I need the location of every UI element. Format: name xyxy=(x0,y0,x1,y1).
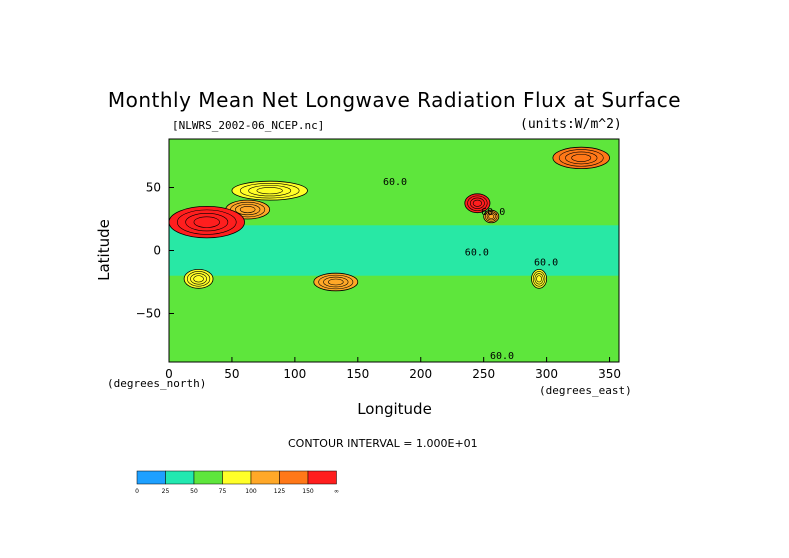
x-tick-label: 50 xyxy=(224,367,239,381)
contour-label: 60.0 xyxy=(481,207,505,218)
contour-ring-central-asia-1 xyxy=(239,182,300,199)
x-axis-label: Longitude xyxy=(0,400,789,418)
contour-ring-western-usa-2 xyxy=(470,197,485,209)
x-tick-label: 150 xyxy=(346,367,369,381)
contour-ring-western-usa-1 xyxy=(467,195,488,211)
colorbar-level-label: 100 xyxy=(245,488,257,495)
y-tick-label: −50 xyxy=(136,306,161,320)
contour-ring-iran-desert-2 xyxy=(235,203,261,216)
contour-ring-australia-2 xyxy=(323,276,349,288)
contour-ring-iran-desert-3 xyxy=(239,206,256,214)
contour-ring-australia-3 xyxy=(327,278,344,286)
contour-ring-greenland-arctic-3 xyxy=(571,153,592,162)
colorbar-level-label: ∞ xyxy=(334,488,339,495)
contour-ring-north-mexico-3 xyxy=(488,214,495,219)
y-tick-label: 0 xyxy=(153,244,161,258)
contour-ring-western-usa-3 xyxy=(472,199,482,207)
contour-ring-sahara-arabia-2 xyxy=(185,213,229,232)
contour-ring-southern-africa-1 xyxy=(186,271,211,287)
colorbar-swatch xyxy=(307,470,337,485)
x-tick-label: 300 xyxy=(535,367,558,381)
colorbar-level-label: 50 xyxy=(190,488,198,495)
contour-label: 60.0 xyxy=(383,177,407,188)
x-tick-label: 100 xyxy=(283,367,306,381)
region-sahara-arabia xyxy=(168,206,245,239)
region-ocean-tropics xyxy=(169,225,619,276)
contour-ring-andes-3 xyxy=(536,275,542,283)
contour-ring-greenland-arctic-1 xyxy=(558,149,604,167)
region-north-mexico xyxy=(483,209,500,224)
contour-ring-central-asia-2 xyxy=(248,185,292,197)
contour-label: 60.0 xyxy=(534,258,558,269)
contour-interval-label: CONTOUR INTERVAL = 1.000E+01 xyxy=(288,437,478,450)
colorbar-level-label: 125 xyxy=(274,488,286,495)
contour-label: 60.0 xyxy=(465,248,489,259)
contour-ring-north-mexico-1 xyxy=(485,211,498,222)
region-greenland-arctic xyxy=(552,146,610,170)
y-tick-label: 50 xyxy=(146,181,161,195)
contour-ring-central-asia-3 xyxy=(256,187,283,195)
colorbar-swatch xyxy=(193,470,223,485)
colorbar-level-label: 0 xyxy=(135,488,139,495)
contour-ring-australia-1 xyxy=(318,274,354,290)
contour-label: 60.0 xyxy=(490,351,514,362)
colorbar-level-label: 25 xyxy=(162,488,170,495)
colorbar-swatch xyxy=(279,470,309,485)
contour-ring-southern-africa-2 xyxy=(190,273,207,285)
contour-ring-sahara-arabia-1 xyxy=(177,209,237,235)
colorbar-level-label: 150 xyxy=(302,488,314,495)
x-axis-label-text: Longitude xyxy=(357,400,432,418)
x-tick-label: 0 xyxy=(165,367,173,381)
contour-ring-andes-1 xyxy=(532,271,546,287)
x-tick-label: 250 xyxy=(472,367,495,381)
x-tick-label: 350 xyxy=(598,367,621,381)
region-central-asia xyxy=(231,180,308,201)
region-australia xyxy=(313,272,359,292)
contour-ring-greenland-arctic-2 xyxy=(565,151,598,165)
colorbar-swatch xyxy=(250,470,280,485)
contour-ring-andes-2 xyxy=(534,273,544,285)
colorbar-swatch xyxy=(165,470,195,485)
file-label: [NLWRS_2002-06_NCEP.nc] xyxy=(172,119,325,132)
contour-ring-southern-africa-3 xyxy=(193,275,204,283)
chart-title: Monthly Mean Net Longwave Radiation Flux… xyxy=(107,88,682,112)
contour-ring-north-mexico-2 xyxy=(486,212,496,221)
x-unit-note: (degrees_east) xyxy=(539,384,632,397)
colorbar-level-label: 75 xyxy=(219,488,227,495)
units-label: (units:W/m^2) xyxy=(520,117,622,132)
region-andes xyxy=(531,268,548,289)
region-antarctica xyxy=(169,341,619,362)
region-southern-africa xyxy=(183,268,214,289)
y-unit-note: (degrees_north) xyxy=(107,377,207,390)
colorbar-swatch xyxy=(136,470,166,485)
region-western-usa xyxy=(464,193,491,214)
colorbar-swatch xyxy=(222,470,252,485)
contour-ring-sahara-arabia-3 xyxy=(193,216,220,228)
x-tick-label: 200 xyxy=(409,367,432,381)
